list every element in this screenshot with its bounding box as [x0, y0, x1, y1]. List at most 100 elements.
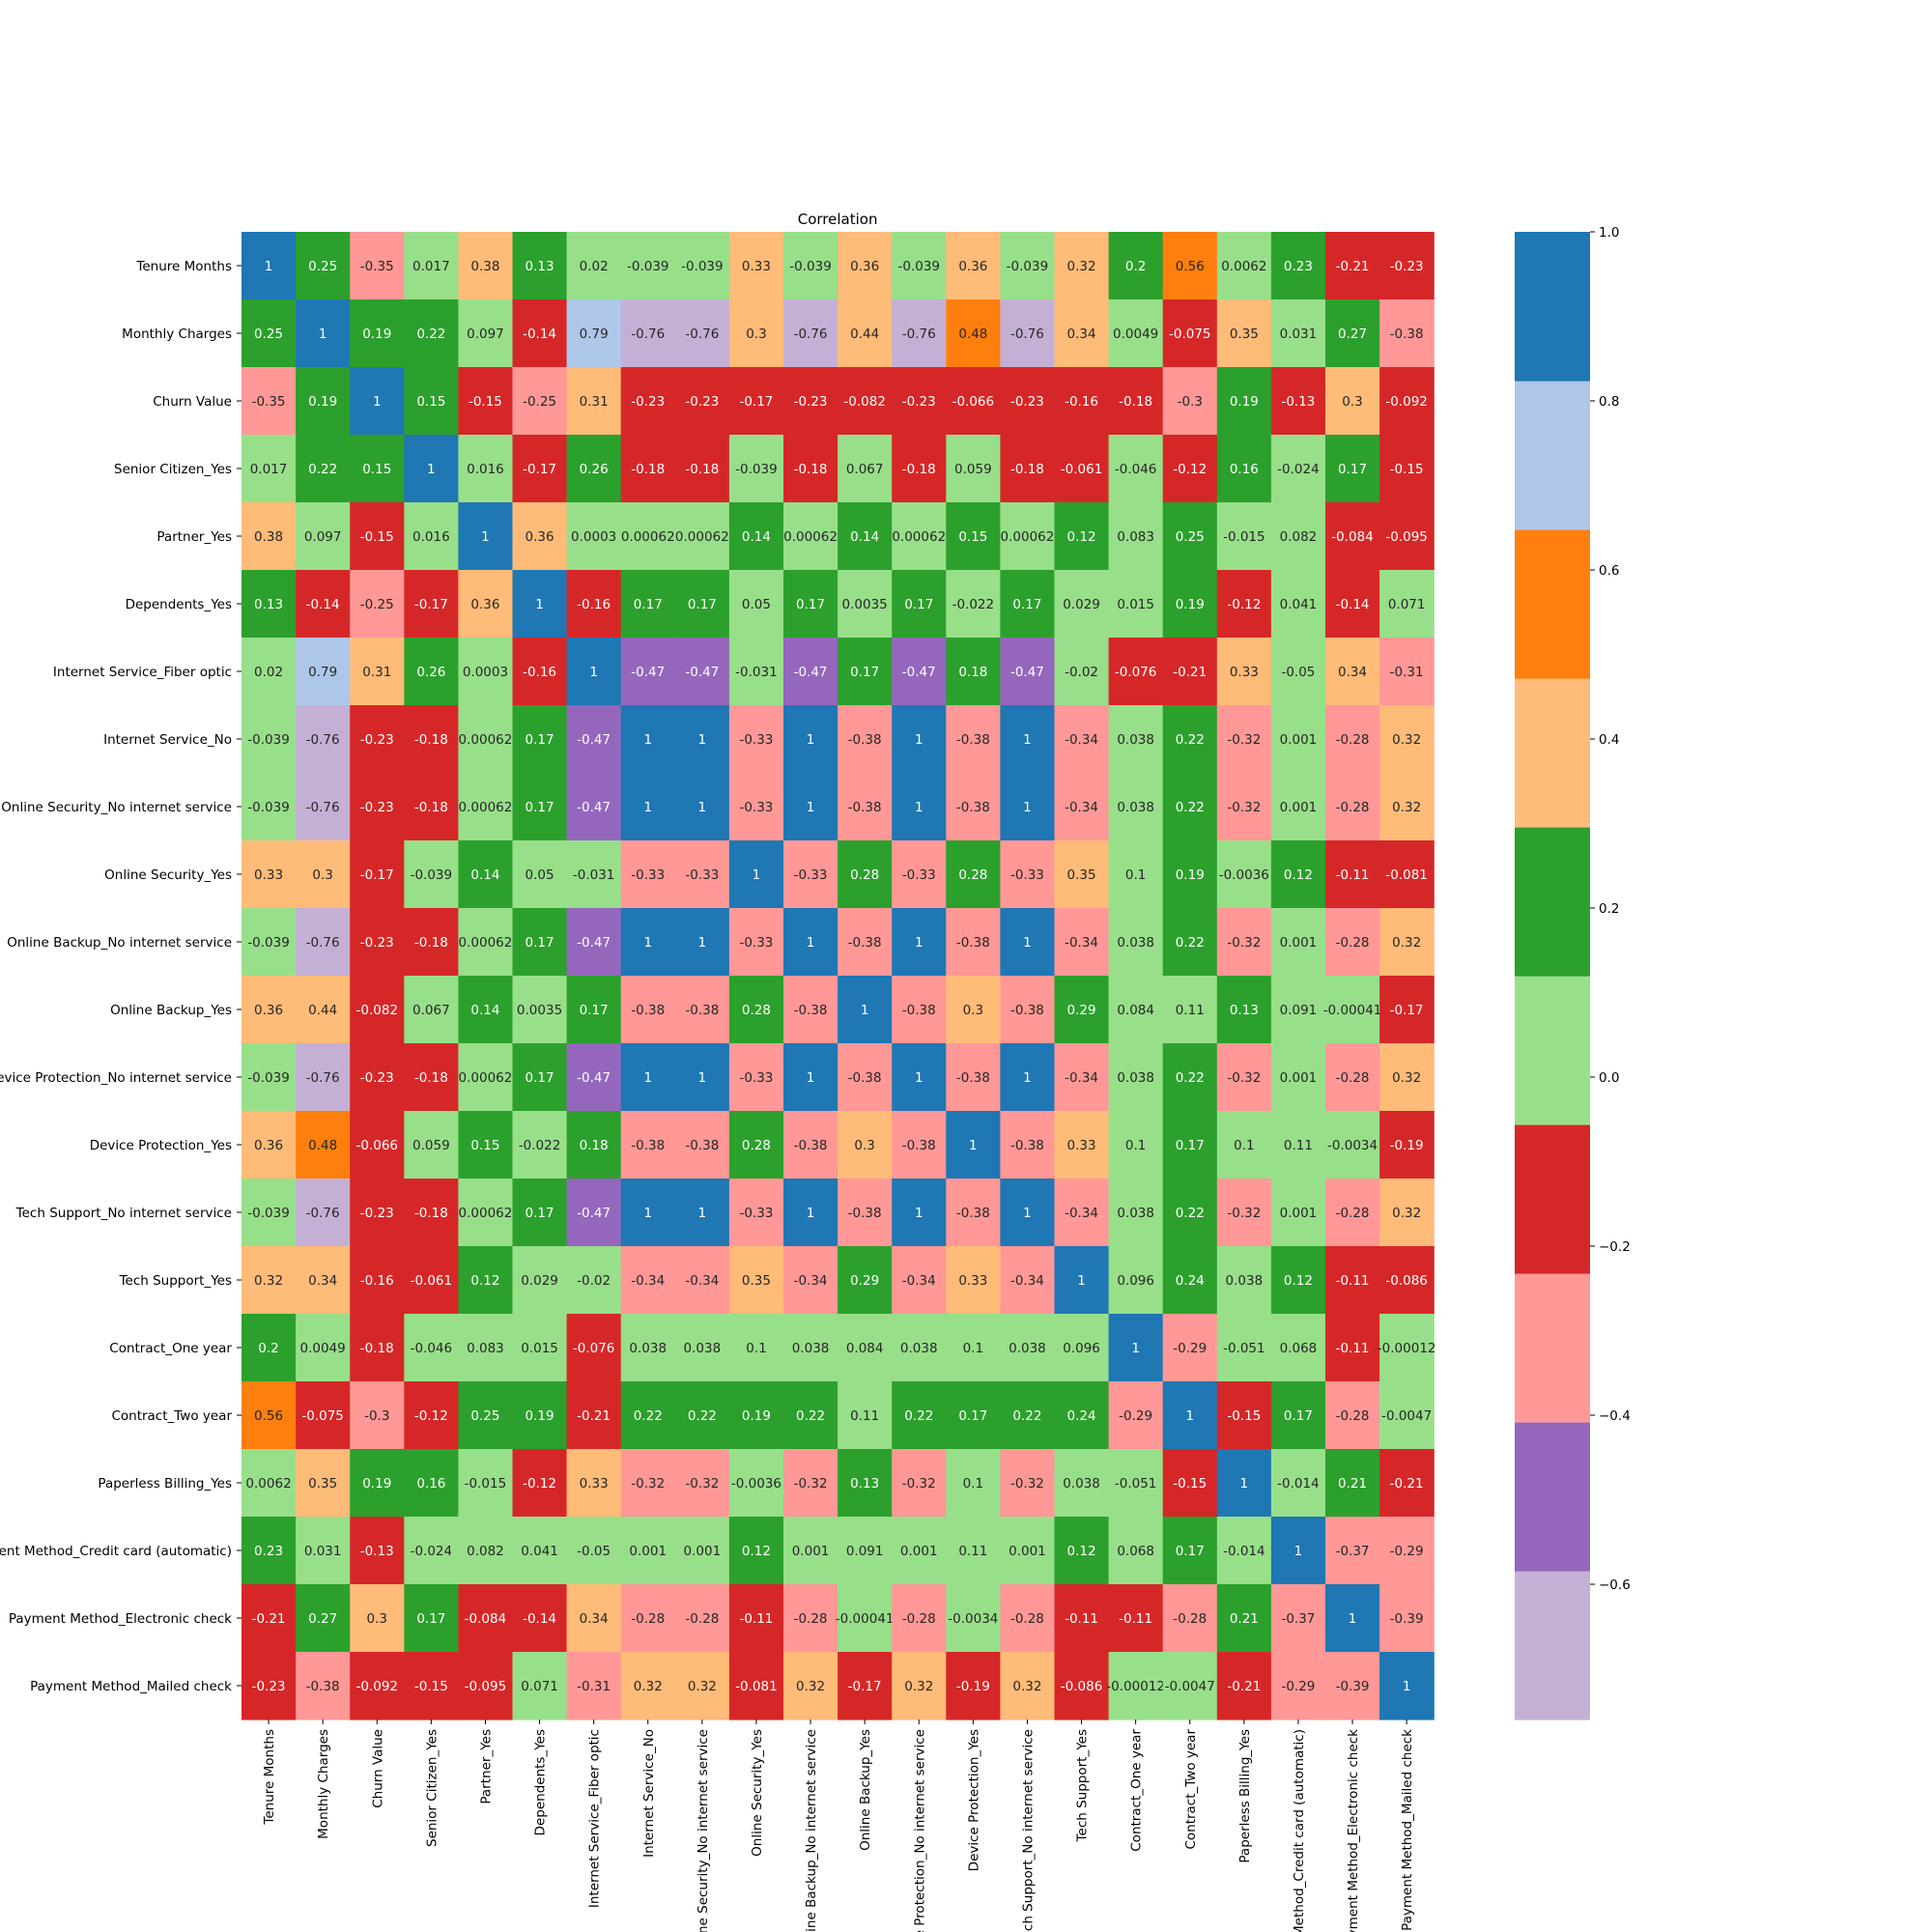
cell-value-label: -0.38: [848, 1070, 882, 1086]
heatmap-cell: [458, 232, 514, 300]
cell-value-label: -0.34: [1065, 800, 1098, 815]
heatmap-cell: [1216, 502, 1272, 571]
heatmap-cell: [728, 1314, 784, 1382]
heatmap-cell: [838, 840, 893, 909]
cell-value-label: -0.34: [1010, 1273, 1044, 1289]
heatmap-cell: [946, 976, 1001, 1044]
heatmap-cell: [350, 908, 405, 977]
cell-value-label: 0.17: [634, 597, 663, 612]
heatmap-cell: [1325, 570, 1380, 639]
cell-value-label: -0.47: [1010, 665, 1044, 680]
heatmap-cell: [458, 1381, 514, 1450]
heatmap-cell: [1379, 1449, 1435, 1518]
cell-value-label: -0.38: [1390, 327, 1424, 342]
heatmap-cell: [1379, 908, 1435, 977]
heatmap-cell: [404, 1179, 459, 1247]
heatmap-cell: [1054, 1449, 1110, 1518]
y-axis-label: Tech Support_No internet service: [15, 1206, 232, 1221]
cell-value-label: -0.18: [1010, 462, 1044, 477]
cell-value-label: 0.44: [850, 327, 879, 342]
heatmap-cell: [892, 1381, 947, 1450]
heatmap-cell: [242, 773, 297, 841]
cell-value-label: 0.12: [1067, 529, 1096, 545]
heatmap-cell: [458, 1314, 514, 1382]
heatmap-cell: [946, 1517, 1001, 1585]
y-axis-label: Paperless Billing_Yes: [98, 1476, 232, 1492]
heatmap-cell: [674, 908, 730, 977]
cell-value-label: 0.00062: [675, 529, 729, 545]
cell-value-label: 1: [319, 327, 327, 342]
cell-value-label: 0.22: [1176, 800, 1205, 815]
heatmap-cell: [783, 840, 838, 909]
heatmap-cell: [892, 1246, 947, 1315]
cell-value-label: 0.097: [304, 529, 342, 545]
heatmap-cell: [620, 367, 676, 436]
cell-value-label: 0.3: [367, 1611, 387, 1627]
heatmap-cell: [1108, 638, 1164, 706]
cell-value-label: 0.48: [958, 327, 987, 342]
cell-value-label: 0.11: [1284, 1138, 1313, 1153]
cell-value-label: 0.11: [850, 1408, 879, 1424]
heatmap-cell: [892, 232, 947, 300]
heatmap-cell: [404, 1111, 459, 1179]
cell-value-label: 1: [807, 800, 815, 815]
cell-value-label: 0.3: [854, 1138, 874, 1153]
cell-value-label: 0.19: [362, 327, 391, 342]
cell-value-label: -0.33: [631, 867, 665, 883]
cell-value-label: -0.38: [848, 1206, 882, 1221]
heatmap-cell: [512, 1517, 568, 1585]
cell-value-label: -0.081: [1385, 867, 1428, 883]
cell-value-label: -0.0047: [1165, 1679, 1215, 1694]
heatmap-cell: [1270, 502, 1326, 571]
heatmap-cell: [404, 1043, 459, 1112]
cell-value-label: -0.34: [631, 1273, 665, 1289]
cell-value-label: -0.039: [681, 259, 724, 274]
cell-value-label: 0.1: [746, 1341, 766, 1356]
heatmap-cell: [946, 1179, 1001, 1247]
heatmap-cell: [946, 1449, 1001, 1518]
cell-value-label: 1: [1023, 732, 1032, 748]
heatmap-cell: [242, 299, 297, 368]
heatmap-cell: [458, 570, 514, 639]
cell-value-label: 1: [643, 935, 652, 951]
cell-value-label: -0.23: [360, 800, 394, 815]
cell-value-label: -0.33: [739, 1206, 773, 1221]
cell-value-label: 0.038: [1117, 1206, 1154, 1221]
cell-value-label: -0.29: [1390, 1544, 1424, 1559]
heatmap-cell: [458, 976, 514, 1044]
heatmap-cell: [1270, 1111, 1326, 1179]
cell-value-label: -0.31: [577, 1679, 611, 1694]
heatmap-cell: [1379, 435, 1435, 503]
x-axis-label: Payment Method_Mailed check: [1400, 1729, 1415, 1931]
cell-value-label: -0.18: [360, 1341, 394, 1356]
cell-value-label: 0.031: [304, 1544, 342, 1559]
colorbar-tick-label: −0.6: [1599, 1577, 1631, 1593]
cell-value-label: 0.32: [1392, 800, 1421, 815]
heatmap-cell: [1162, 1517, 1218, 1585]
cell-value-label: 1: [1131, 1341, 1140, 1356]
cell-value-label: -0.19: [956, 1679, 990, 1694]
heatmap-cell: [892, 1111, 947, 1179]
heatmap-cell: [296, 638, 351, 706]
cell-value-label: -0.13: [360, 1544, 394, 1559]
heatmap-cell: [350, 570, 405, 639]
cell-value-label: 0.3: [963, 1003, 983, 1018]
heatmap-cell: [1216, 570, 1272, 639]
cell-value-label: 1: [915, 1206, 923, 1221]
heatmap-cell: [1000, 1584, 1056, 1653]
cell-value-label: 0.2: [1125, 259, 1146, 274]
heatmap-cell: [1054, 908, 1110, 977]
heatmap-cell: [1000, 976, 1056, 1044]
heatmap-cell: [458, 299, 514, 368]
heatmap-cell: [838, 367, 893, 436]
cell-value-label: 1: [427, 462, 436, 477]
cell-value-label: -0.051: [1223, 1341, 1265, 1356]
cell-value-label: -0.18: [414, 800, 448, 815]
cell-value-label: 0.00062: [621, 529, 675, 545]
y-axis-label: Dependents_Yes: [126, 597, 232, 612]
heatmap-cell: [1270, 232, 1326, 300]
cell-value-label: 1: [589, 665, 598, 680]
cell-value-label: 0.17: [526, 800, 554, 815]
heatmap-cell: [1216, 1652, 1272, 1720]
heatmap-cell: [1108, 908, 1164, 977]
